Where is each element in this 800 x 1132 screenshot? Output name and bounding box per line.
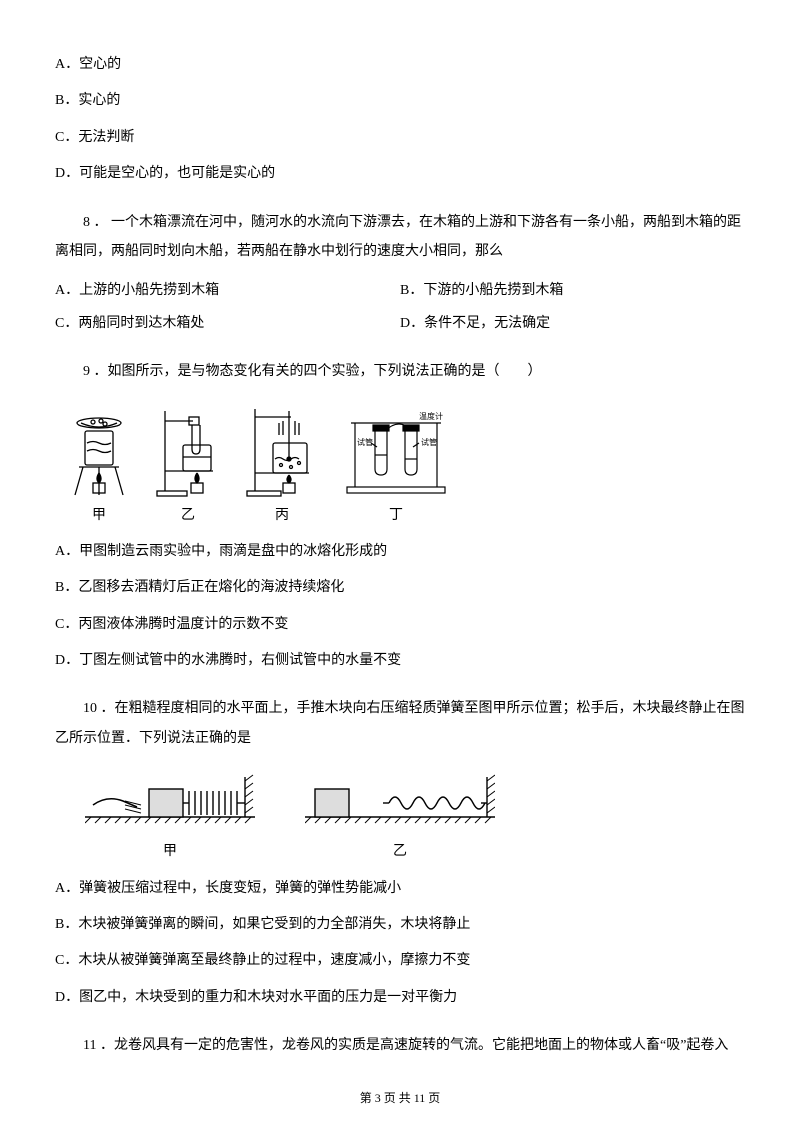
q10-option-a: A．弹簧被压缩过程中，长度变短，弹簧的弹性势能减小: [55, 878, 745, 900]
q9-option-a: A．甲图制造云雨实验中，雨滴是盘中的冰熔化形成的: [55, 541, 745, 563]
apparatus-icon: [153, 405, 223, 501]
q8-option-c: C．两船同时到达木箱处: [55, 313, 400, 335]
q7-option-c: C．无法判断: [55, 127, 745, 149]
q10-stem: 10 ．在粗糙程度相同的水平面上，手推木块向右压缩轻质弹簧至图甲所示位置；松手后…: [55, 694, 745, 753]
q9-figures: 甲 乙: [55, 405, 745, 527]
q8-stem: 8 ． 一个木箱漂流在河中，随河水的水流向下游漂去，在木箱的上游和下游各有一条小…: [55, 208, 745, 267]
q9-fig-label-4: 丁: [389, 505, 403, 527]
apparatus-icon: 温度计 试管 试管: [341, 409, 451, 501]
q10-fig-label-1: 甲: [163, 841, 177, 863]
q9-stem: 9 ．如图所示，是与物态变化有关的四个实验，下列说法正确的是（ ）: [55, 357, 745, 386]
q9-fig-yi: 乙: [153, 405, 223, 527]
q10-fig-label-2: 乙: [393, 841, 407, 863]
q8-option-a: A．上游的小船先捞到木箱: [55, 280, 400, 302]
q9-fig-ding: 温度计 试管 试管 丁: [341, 409, 451, 527]
q8-options-row1: A．上游的小船先捞到木箱 B．下游的小船先捞到木箱: [55, 280, 745, 302]
q8-option-d: D．条件不足，无法确定: [400, 313, 745, 335]
svg-text:温度计: 温度计: [419, 411, 443, 421]
q9-fig-bing: 丙: [243, 405, 321, 527]
q10-option-d: D．图乙中，木块受到的重力和木块对水平面的压力是一对平衡力: [55, 987, 745, 1009]
q9-fig-label-1: 甲: [92, 505, 106, 527]
q8-options-row2: C．两船同时到达木箱处 D．条件不足，无法确定: [55, 313, 745, 335]
q11-stem: 11 ．龙卷风具有一定的危害性，龙卷风的实质是高速旋转的气流。它能把地面上的物体…: [55, 1031, 745, 1060]
spring-block-icon: [85, 771, 255, 837]
q9-option-b: B．乙图移去酒精灯后正在熔化的海波持续熔化: [55, 577, 745, 599]
svg-text:试管: 试管: [357, 437, 373, 447]
page-footer: 第 3 页 共 11 页: [55, 1089, 745, 1108]
q10-fig-yi: 乙: [305, 771, 495, 863]
q10-option-b: B．木块被弹簧弹离的瞬间，如果它受到的力全部消失，木块将静止: [55, 914, 745, 936]
q9-fig-label-3: 丙: [275, 505, 289, 527]
spring-block-icon: [305, 771, 495, 837]
q9-fig-jia: 甲: [65, 413, 133, 527]
q7-option-a: A．空心的: [55, 54, 745, 76]
apparatus-icon: [243, 405, 321, 501]
q10-option-c: C．木块从被弹簧弹离至最终静止的过程中，速度减小，摩擦力不变: [55, 950, 745, 972]
q9-fig-label-2: 乙: [181, 505, 195, 527]
svg-text:试管: 试管: [421, 437, 437, 447]
q10-fig-jia: 甲: [85, 771, 255, 863]
q9-option-d: D．丁图左侧试管中的水沸腾时，右侧试管中的水量不变: [55, 650, 745, 672]
q10-figures: 甲: [55, 771, 745, 863]
q7-option-d: D．可能是空心的，也可能是实心的: [55, 163, 745, 185]
q9-option-c: C．丙图液体沸腾时温度计的示数不变: [55, 614, 745, 636]
apparatus-icon: [65, 413, 133, 501]
q7-option-b: B．实心的: [55, 90, 745, 112]
q8-option-b: B．下游的小船先捞到木箱: [400, 280, 745, 302]
